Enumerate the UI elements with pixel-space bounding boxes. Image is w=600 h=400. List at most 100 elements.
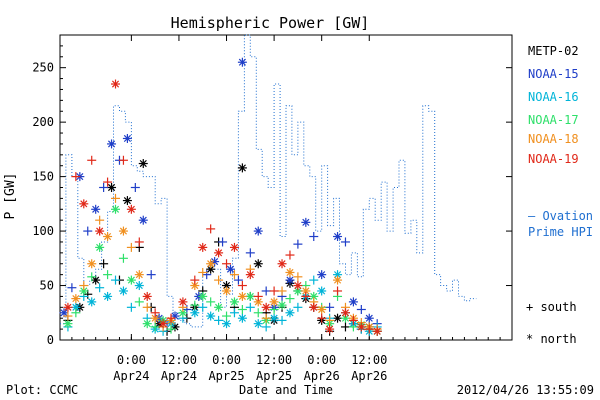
data-point <box>111 204 121 214</box>
data-point <box>134 270 144 280</box>
marker-stroke <box>278 260 286 268</box>
marker-stroke <box>302 218 310 226</box>
marker-stroke <box>96 227 104 235</box>
data-point <box>146 270 156 280</box>
data-point <box>233 275 243 285</box>
marker-stroke <box>96 243 104 251</box>
marker-stroke <box>111 80 120 88</box>
y-tick-label: 250 <box>32 61 54 75</box>
x-tick-time: 12:00 <box>256 353 292 367</box>
legend-south: + south <box>526 300 577 314</box>
data-point <box>222 311 232 321</box>
marker-stroke <box>302 287 310 295</box>
marker-stroke <box>318 305 326 314</box>
data-point <box>63 302 73 312</box>
data-point <box>277 259 287 269</box>
data-point <box>118 286 128 296</box>
data-point <box>83 226 93 236</box>
data-point <box>245 270 255 280</box>
marker-stroke <box>104 292 112 301</box>
marker-stroke <box>333 232 342 241</box>
x-tick-time: 12:00 <box>161 353 197 367</box>
legend-ovation-line1: — Ovation <box>528 209 593 223</box>
marker-stroke <box>254 298 262 306</box>
marker-stroke <box>238 58 246 66</box>
marker-stroke <box>207 260 215 268</box>
data-point <box>138 215 148 225</box>
marker-stroke <box>119 227 128 235</box>
data-point <box>118 253 128 263</box>
legend-ovation-line2: Prime HPI <box>528 225 593 239</box>
data-point <box>222 319 232 329</box>
data-point <box>325 302 335 312</box>
data-point <box>229 308 239 318</box>
data-point <box>103 177 113 187</box>
data-point <box>309 232 319 242</box>
data-point <box>333 286 343 296</box>
data-point <box>63 311 73 321</box>
data-point <box>293 286 303 296</box>
marker-stroke <box>333 314 342 322</box>
data-point <box>118 226 128 236</box>
data-point <box>269 297 279 307</box>
data-point <box>118 155 128 165</box>
chart-title: Hemispheric Power [GW] <box>171 14 370 32</box>
data-point <box>333 313 343 323</box>
legend-entry-3: NOAA-17 <box>528 113 579 127</box>
data-point <box>218 237 228 247</box>
marker-stroke <box>238 314 246 322</box>
data-point <box>91 204 101 214</box>
data-point <box>269 305 279 314</box>
data-point <box>142 291 152 301</box>
data-point <box>277 315 287 325</box>
legend-entry-0: METP-02 <box>528 44 579 58</box>
x-tick-date: Apr24 <box>113 369 149 383</box>
data-point <box>166 313 176 323</box>
marker-stroke <box>135 271 143 279</box>
marker-stroke <box>318 271 326 279</box>
marker-stroke <box>341 314 350 322</box>
data-point <box>285 267 295 277</box>
marker-stroke <box>222 281 231 290</box>
data-point <box>333 275 343 285</box>
data-point <box>229 242 239 252</box>
data-point <box>348 315 358 325</box>
data-point <box>214 275 224 285</box>
data-point <box>190 300 200 310</box>
data-point <box>95 226 105 236</box>
marker-stroke <box>215 249 223 257</box>
marker-stroke <box>207 265 215 273</box>
marker-stroke <box>310 292 318 301</box>
marker-stroke <box>88 260 96 268</box>
data-point <box>111 79 121 89</box>
data-point <box>237 163 247 173</box>
x-tick-date: Apr25 <box>208 369 244 383</box>
data-point <box>277 300 287 310</box>
data-point <box>103 232 113 242</box>
marker-stroke <box>64 303 72 311</box>
data-point <box>222 281 232 291</box>
x-tick-date: Apr24 <box>161 369 197 383</box>
data-point <box>99 183 109 192</box>
data-point <box>317 270 327 280</box>
marker-stroke <box>278 301 286 309</box>
marker-stroke <box>135 281 143 290</box>
data-point <box>237 291 247 301</box>
data-point <box>91 275 101 285</box>
data-point <box>309 275 319 285</box>
data-point <box>364 324 374 334</box>
marker-stroke <box>357 323 365 331</box>
data-point <box>348 297 358 307</box>
marker-stroke <box>119 287 128 295</box>
y-tick-label: 200 <box>32 115 54 129</box>
marker-stroke <box>107 183 116 192</box>
data-point <box>134 237 144 247</box>
marker-stroke <box>373 327 381 335</box>
data-point <box>158 319 168 329</box>
data-point <box>261 286 271 296</box>
legend-entry-4: NOAA-18 <box>528 132 579 146</box>
data-point <box>130 183 140 192</box>
y-axis-label: P [GW] <box>3 173 18 220</box>
data-point <box>190 275 200 285</box>
